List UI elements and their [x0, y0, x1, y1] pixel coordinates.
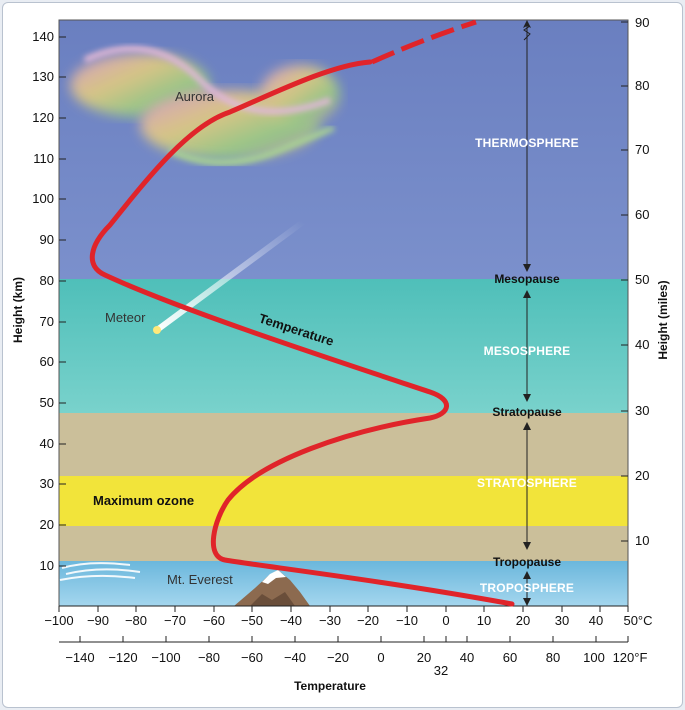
fahrenheit-tick-label: −100 — [151, 650, 180, 665]
celsius-tick-label: 0 — [442, 613, 449, 628]
km-tick-label: 120 — [32, 110, 54, 125]
celsius-tick-label: −70 — [164, 613, 186, 628]
meteor-head — [153, 326, 161, 334]
miles-tick-label: 20 — [635, 468, 649, 483]
km-tick-label: 90 — [40, 232, 54, 247]
km-tick-label: 80 — [40, 273, 54, 288]
km-axis: 10 20 30 40 50 60 70 80 90 100 110 120 1… — [11, 29, 66, 573]
km-tick-label: 140 — [32, 29, 54, 44]
celsius-tick-label: −90 — [87, 613, 109, 628]
km-tick-label: 30 — [40, 476, 54, 491]
km-tick-label: 20 — [40, 517, 54, 532]
meteor-illustration — [153, 219, 306, 334]
y-left-axis-title: Height (km) — [11, 277, 25, 343]
mountain-illustration — [234, 570, 310, 606]
miles-tick-label: 90 — [635, 15, 649, 30]
temperature-line — [89, 59, 515, 607]
celsius-tick-label: 10 — [477, 613, 491, 628]
fahrenheit-tick-label: −40 — [284, 650, 306, 665]
miles-axis: 10 20 30 40 50 60 70 80 90 Height (miles… — [621, 15, 670, 548]
km-tick-label: 10 — [40, 558, 54, 573]
celsius-tick-label: −20 — [357, 613, 379, 628]
ozone-band — [59, 476, 628, 526]
celsius-tick-label: −80 — [125, 613, 147, 628]
stratosphere-label: STRATOSPHERE — [477, 476, 577, 490]
miles-tick-label: 10 — [635, 533, 649, 548]
miles-tick-label: 30 — [635, 403, 649, 418]
layer-annotations: THERMOSPHERE Mesopause MESOSPHERE Strato… — [475, 20, 579, 606]
fahrenheit-tick-label: 60 — [503, 650, 517, 665]
cloud-illustration — [59, 562, 141, 581]
fahrenheit-tick-label: 20 — [417, 650, 431, 665]
troposphere-label: TROPOSPHERE — [480, 581, 574, 595]
km-tick-label: 60 — [40, 354, 54, 369]
fahrenheit-tick-label: 0 — [377, 650, 384, 665]
fahrenheit-tick-label: 80 — [546, 650, 560, 665]
stratopause-label: Stratopause — [492, 405, 562, 419]
fahrenheit-unit-label: 120°F — [613, 650, 648, 665]
thermosphere-label: THERMOSPHERE — [475, 136, 579, 150]
celsius-tick-label: −30 — [319, 613, 341, 628]
fahrenheit-tick-label: 40 — [460, 650, 474, 665]
aurora-label: Aurora — [175, 89, 215, 104]
miles-tick-label: 80 — [635, 78, 649, 93]
temperature-line-dashed — [370, 19, 477, 65]
fahrenheit-tick-label: −80 — [198, 650, 220, 665]
miles-tick-label: 60 — [635, 207, 649, 222]
fahrenheit-tick-label: −140 — [65, 650, 94, 665]
everest-label: Mt. Everest — [167, 572, 233, 587]
celsius-tick-label: −40 — [280, 613, 302, 628]
y-right-axis-title: Height (miles) — [656, 280, 670, 359]
celsius-tick-label: 40 — [589, 613, 603, 628]
ozone-label: Maximum ozone — [93, 493, 194, 508]
miles-tick-label: 40 — [635, 337, 649, 352]
fahrenheit-tick-label: 100 — [583, 650, 605, 665]
fahrenheit-tick-label: −120 — [108, 650, 137, 665]
celsius-tick-label: 20 — [516, 613, 530, 628]
fahrenheit-tick-label: −60 — [241, 650, 263, 665]
troposphere-band — [59, 561, 628, 606]
km-tick-label: 50 — [40, 395, 54, 410]
mesosphere-band — [59, 279, 628, 413]
km-tick-label: 70 — [40, 314, 54, 329]
celsius-tick-label: 30 — [555, 613, 569, 628]
celsius-unit-label: 50°C — [623, 613, 652, 628]
meteor-label: Meteor — [105, 310, 146, 325]
km-tick-label: 40 — [40, 436, 54, 451]
x-axis-title: Temperature — [294, 679, 366, 693]
miles-tick-label: 50 — [635, 272, 649, 287]
km-tick-label: 100 — [32, 191, 54, 206]
freezing-point-label: 32 — [434, 663, 448, 678]
fahrenheit-axis: −140 −120 −100 −80 −60 −40 −20 0 20 40 6… — [59, 636, 647, 693]
miles-tick-label: 70 — [635, 142, 649, 157]
celsius-tick-label: −50 — [241, 613, 263, 628]
km-tick-label: 130 — [32, 69, 54, 84]
km-tick-label: 110 — [33, 151, 54, 166]
mesopause-label: Mesopause — [494, 272, 560, 286]
mesosphere-label: MESOSPHERE — [484, 344, 571, 358]
celsius-tick-label: −10 — [396, 613, 418, 628]
celsius-tick-label: −60 — [203, 613, 225, 628]
celsius-axis: −100 −90 −80 −70 −60 −50 −40 −30 −20 −10… — [44, 605, 653, 628]
fahrenheit-tick-label: −20 — [327, 650, 349, 665]
tropopause-label: Tropopause — [493, 555, 561, 569]
celsius-tick-label: −100 — [44, 613, 73, 628]
